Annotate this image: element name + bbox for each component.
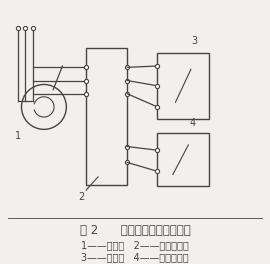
Text: 3: 3 [191,36,197,46]
Text: 2: 2 [78,192,84,202]
Text: 4: 4 [190,118,196,128]
Bar [157,53,209,119]
Text: 图 2      电动机电功率测试系统: 图 2 电动机电功率测试系统 [80,224,190,238]
Bar [157,133,209,186]
Text: 1——电动机   2——功率变送器: 1——电动机 2——功率变送器 [81,240,189,250]
Text: 1: 1 [15,131,21,141]
Text: 3——磁带机   4——光线示波器: 3——磁带机 4——光线示波器 [81,252,189,262]
Bar [86,48,127,185]
